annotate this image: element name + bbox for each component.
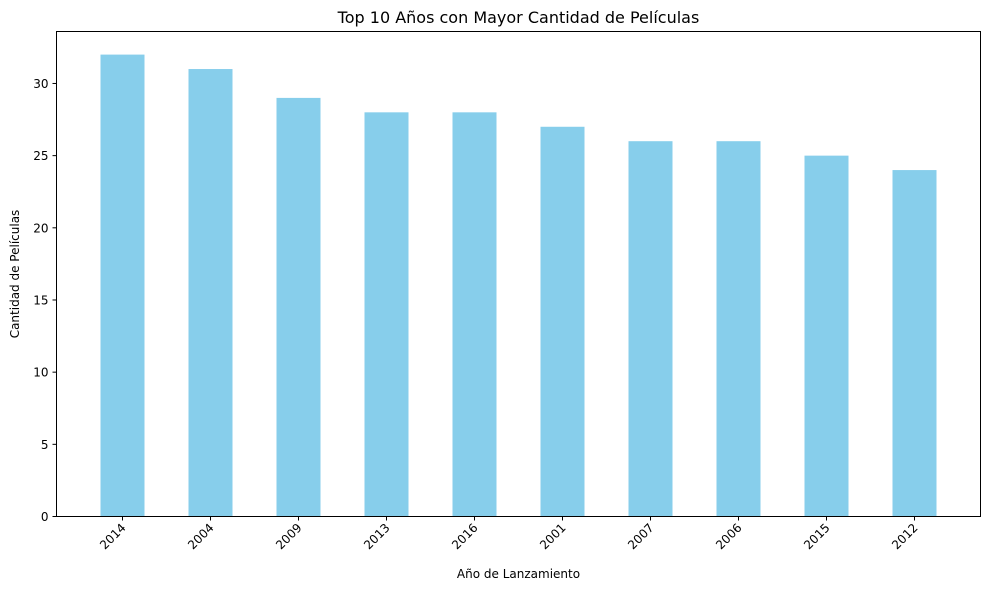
y-axis-ticks: 0 5 10 15 20 25 30: [33, 77, 57, 524]
bar-2001: [540, 126, 585, 517]
bars-group: [100, 54, 937, 517]
chart-title: Top 10 Años con Mayor Cantidad de Pelícu…: [337, 8, 700, 27]
y-tick-label: 30: [33, 77, 48, 91]
y-axis-label: Cantidad de Películas: [8, 210, 22, 339]
y-tick-label: 20: [33, 221, 48, 235]
plot-frame: [56, 31, 981, 517]
bar-2004: [188, 69, 233, 517]
bar-2006: [716, 141, 761, 517]
y-tick-label: 0: [41, 510, 49, 524]
bar-2007: [628, 141, 673, 517]
bar-2012: [892, 170, 937, 517]
bar-2013: [364, 112, 409, 517]
bar-2009: [276, 97, 321, 517]
y-tick-label: 5: [41, 438, 49, 452]
x-axis-label: Año de Lanzamiento: [457, 567, 580, 581]
bar-2016: [452, 112, 497, 517]
bar-2014: [100, 54, 145, 517]
y-tick-label: 25: [33, 149, 48, 163]
y-tick-label: 15: [33, 293, 48, 307]
y-tick-label: 10: [33, 366, 48, 380]
bar-2015: [804, 155, 849, 517]
